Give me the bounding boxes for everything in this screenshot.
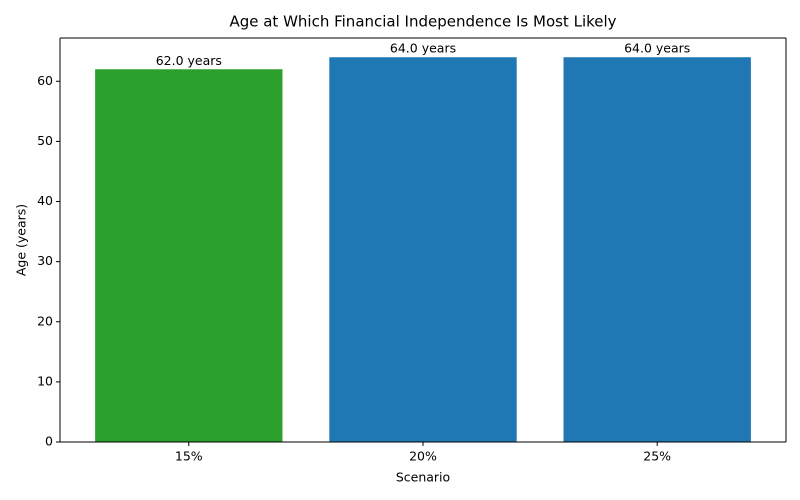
y-tick-label: 0 — [45, 434, 53, 449]
y-tick-label: 40 — [37, 193, 53, 208]
x-tick-label: 25% — [643, 449, 671, 464]
bar — [329, 57, 517, 442]
x-tick-label: 15% — [175, 449, 203, 464]
bar — [95, 69, 283, 442]
y-tick-label: 60 — [37, 73, 53, 88]
value-label: 62.0 years — [156, 53, 222, 68]
chart-title: Age at Which Financial Independence Is M… — [229, 13, 616, 31]
y-tick-label: 30 — [37, 253, 53, 268]
value-label: 64.0 years — [624, 41, 690, 56]
y-tick-label: 50 — [37, 133, 53, 148]
y-tick-label: 20 — [37, 313, 53, 328]
bar — [563, 57, 751, 442]
y-tick-label: 10 — [37, 373, 53, 388]
value-label: 64.0 years — [390, 41, 456, 56]
y-axis-label: Age (years) — [14, 204, 29, 276]
x-axis-label: Scenario — [396, 470, 450, 485]
x-tick-label: 20% — [409, 449, 437, 464]
